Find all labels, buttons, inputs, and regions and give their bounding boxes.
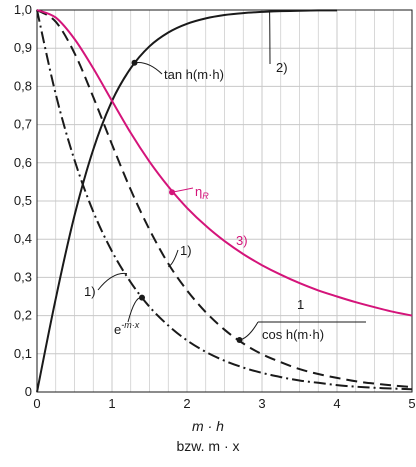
y-tick-label: 0,6 [14,155,32,170]
annotation-cosh-num: 1 [297,297,304,312]
x-tick-label: 0 [33,396,40,411]
leader-eta-r [171,187,194,193]
annotation-cosh-den: cos h(m·h) [262,327,324,342]
annotation-tanh: tan h(m·h) [164,67,224,82]
annotation-series-3: 3) [236,233,248,248]
annotation-series-1b: 1) [84,284,96,299]
annotations: tan h(m·h) 2) ηR 3) 1) 1) e-m·x 1 cos h(… [84,60,324,342]
leader-series-2 [269,11,271,65]
y-tick-label: 0,7 [14,117,32,132]
y-tick-label: 0,5 [14,193,32,208]
annotation-eta-r: ηR [195,184,209,201]
y-tick-label: 0,9 [14,40,32,55]
marker-cosh [236,337,243,344]
leader-tanh [134,61,163,75]
annotation-leaders [97,11,366,341]
y-tick-label: 0,2 [14,308,32,323]
series-line-1 [36,9,413,391]
grid [36,9,413,393]
x-axis-title-alt: bzw. m · x [176,438,240,454]
marker-exp [139,294,145,301]
x-tick-label: 4 [333,396,340,411]
series-line-3 [36,9,413,317]
y-tick-label: 0 [25,384,32,399]
leader-series-1b [97,272,128,291]
y-tick-label: 0,4 [14,231,32,246]
series-lines [36,9,413,393]
x-axis-title: m · h [192,418,224,434]
annotation-series-2: 2) [276,60,288,75]
x-tick-label: 2 [183,396,190,411]
y-tick-label: 0,8 [14,78,32,93]
marker-eta [169,189,175,196]
x-tick-label: 3 [258,396,265,411]
leader-cosh [239,321,259,341]
leader-series-1a [168,249,179,268]
plot-frame [36,9,413,393]
annotation-series-1a: 1) [180,243,192,258]
y-tick-label: 0,1 [14,346,32,361]
x-tick-label: 1 [108,396,115,411]
series-line-0 [36,9,413,388]
annotation-exp: e-m·x [114,320,140,337]
y-tick-label: 0,3 [14,269,32,284]
tick-labels: 0 1 2 3 4 5 0 0,1 0,2 0,3 0,4 0,5 0,6 0,7 0,8 0,9 1,0 [14,2,416,411]
annotation-markers [131,59,243,344]
series-line-2 [36,9,338,393]
y-tick-label: 1,0 [14,2,32,17]
leader-exp [127,297,143,323]
marker-tanh [131,59,138,66]
x-tick-label: 5 [408,396,415,411]
